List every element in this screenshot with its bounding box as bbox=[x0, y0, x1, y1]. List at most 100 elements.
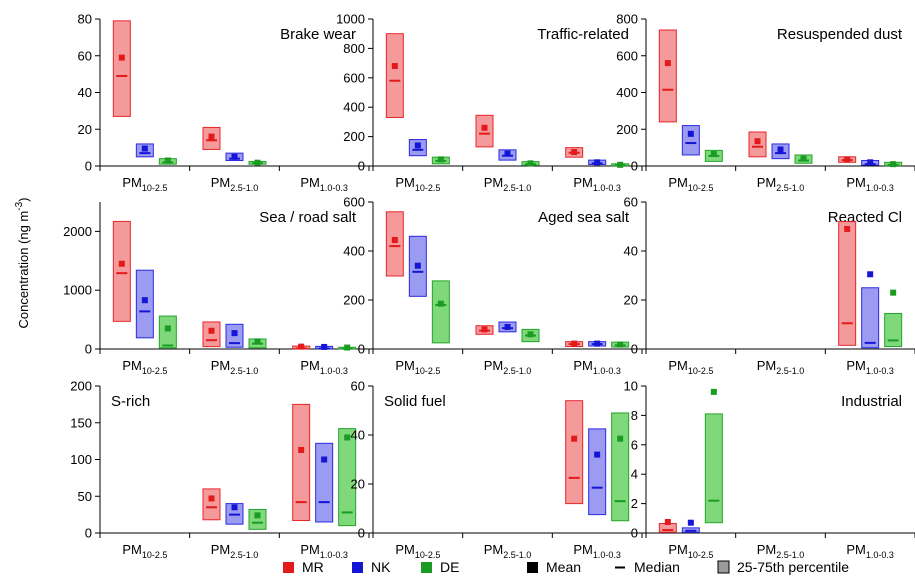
panel-title: Solid fuel bbox=[384, 393, 446, 410]
mean-mark bbox=[571, 340, 578, 347]
y-tick-label: 100 bbox=[70, 452, 92, 467]
mean-mark bbox=[504, 150, 511, 157]
y-tick-label: 200 bbox=[70, 379, 92, 394]
box-mr bbox=[385, 211, 404, 277]
mean-mark bbox=[481, 124, 488, 131]
mean-mark bbox=[208, 327, 215, 334]
y-tick-label: 40 bbox=[78, 85, 92, 100]
y-axis-label-text: Concentration (ng m bbox=[16, 211, 31, 329]
mean-mark bbox=[118, 54, 125, 61]
box-mr bbox=[475, 114, 494, 148]
mean-mark bbox=[321, 343, 328, 350]
mean-mark bbox=[414, 262, 421, 269]
x-tick-label: PM2.5-1.0 bbox=[211, 542, 259, 560]
y-tick-label: 0 bbox=[631, 342, 638, 357]
y-tick-label: 40 bbox=[351, 428, 365, 443]
panel-title: Traffic-related bbox=[537, 26, 629, 43]
x-tick-label: PM1.0-0.3 bbox=[846, 358, 894, 376]
legend-item-mean: Mean bbox=[527, 559, 581, 575]
legend-swatch bbox=[421, 562, 432, 573]
x-tick-label: PM2.5-1.0 bbox=[757, 542, 805, 560]
y-tick-label: 1000 bbox=[336, 12, 365, 27]
y-tick-label: 20 bbox=[624, 293, 638, 308]
legend-item-mr: MR bbox=[283, 559, 324, 575]
box-nk bbox=[135, 269, 154, 339]
y-tick-label: 400 bbox=[616, 85, 638, 100]
x-tick-label: PM2.5-1.0 bbox=[211, 175, 259, 193]
mean-mark bbox=[687, 130, 694, 137]
mean-mark bbox=[844, 225, 851, 232]
legend-label: Median bbox=[634, 559, 680, 575]
x-tick-label: PM10-2.5 bbox=[395, 542, 440, 560]
y-tick-label: 50 bbox=[78, 489, 92, 504]
mean-mark bbox=[777, 146, 784, 153]
x-tick-label: PM1.0-0.3 bbox=[573, 358, 621, 376]
mean-mark bbox=[867, 271, 874, 278]
y-tick-label: 60 bbox=[624, 195, 638, 210]
x-tick-label: PM2.5-1.0 bbox=[484, 358, 532, 376]
x-tick-label: PM10-2.5 bbox=[668, 175, 713, 193]
box-de bbox=[704, 413, 723, 524]
x-tick-label: PM1.0-0.3 bbox=[573, 175, 621, 193]
y-tick-label: 200 bbox=[343, 129, 365, 144]
box-nk bbox=[861, 287, 880, 349]
legend-mean-symbol bbox=[527, 562, 538, 573]
x-tick-label: PM10-2.5 bbox=[395, 175, 440, 193]
y-axis-label: Concentration (ng m-3) bbox=[14, 197, 31, 328]
box-de bbox=[611, 412, 630, 522]
y-axis-label-close: ) bbox=[16, 197, 31, 201]
panel-title: Aged sea salt bbox=[538, 209, 630, 226]
legend-label: 25-75th percentile bbox=[737, 559, 849, 575]
mean-mark bbox=[208, 495, 215, 502]
mean-mark bbox=[208, 133, 215, 140]
box-de bbox=[338, 428, 357, 527]
mean-mark bbox=[617, 161, 624, 168]
box-mr bbox=[202, 488, 221, 521]
y-tick-label: 200 bbox=[616, 122, 638, 137]
x-tick-label: PM2.5-1.0 bbox=[757, 358, 805, 376]
x-tick-label: PM2.5-1.0 bbox=[484, 542, 532, 560]
panel-title: Sea / road salt bbox=[259, 209, 357, 226]
y-tick-label: 800 bbox=[343, 41, 365, 56]
legend-item-nk: NK bbox=[352, 559, 391, 575]
y-tick-label: 800 bbox=[616, 12, 638, 27]
mean-mark bbox=[344, 344, 351, 351]
panel-resuspended-dust: 0 200 400 600 800 PM10-2.5 PM2.5-1.0 PM1.0-0.3 R… bbox=[616, 12, 915, 193]
legend-swatch bbox=[352, 562, 363, 573]
y-tick-label: 600 bbox=[616, 48, 638, 63]
legend-item-de: DE bbox=[421, 559, 459, 575]
box-mr bbox=[292, 403, 311, 522]
mean-mark bbox=[754, 138, 761, 145]
box-de bbox=[431, 280, 450, 344]
y-tick-label: 400 bbox=[343, 100, 365, 115]
x-tick-label: PM1.0-0.3 bbox=[573, 542, 621, 560]
x-tick-label: PM2.5-1.0 bbox=[757, 175, 805, 193]
mean-mark bbox=[527, 160, 534, 167]
y-tick-label: 60 bbox=[78, 48, 92, 63]
y-tick-label: 20 bbox=[351, 477, 365, 492]
mean-mark bbox=[594, 159, 601, 166]
mean-mark bbox=[231, 153, 238, 160]
legend-label: Mean bbox=[546, 559, 581, 575]
mean-mark bbox=[254, 338, 261, 345]
y-tick-label: 8 bbox=[631, 408, 638, 423]
mean-mark bbox=[710, 151, 717, 158]
y-tick-label: 600 bbox=[343, 195, 365, 210]
y-tick-label: 40 bbox=[624, 244, 638, 259]
mean-mark bbox=[437, 156, 444, 163]
y-tick-label: 1000 bbox=[63, 283, 92, 298]
box-mr bbox=[112, 20, 131, 117]
x-tick-label: PM10-2.5 bbox=[668, 358, 713, 376]
mean-mark bbox=[141, 145, 148, 152]
mean-mark bbox=[298, 343, 305, 350]
legend-item-25-75th-percentile: 25-75th percentile bbox=[717, 559, 849, 575]
mean-mark bbox=[664, 518, 671, 525]
box-mr bbox=[658, 29, 677, 123]
y-tick-label: 0 bbox=[358, 159, 365, 174]
mean-mark bbox=[254, 159, 261, 166]
